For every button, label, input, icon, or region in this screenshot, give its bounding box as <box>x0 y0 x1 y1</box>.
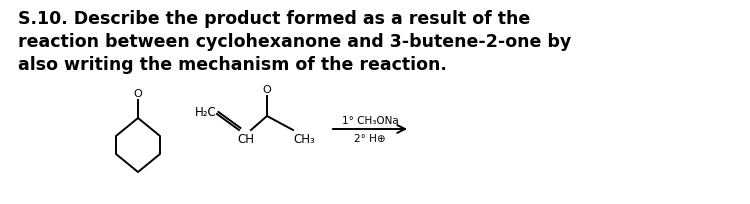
Text: O: O <box>134 89 142 99</box>
Text: H₂C: H₂C <box>195 105 217 118</box>
Text: reaction between cyclohexanone and 3-butene-2-one by: reaction between cyclohexanone and 3-but… <box>18 33 572 51</box>
Text: 2° H⊕: 2° H⊕ <box>354 133 386 143</box>
Text: 1° CH₃ONa: 1° CH₃ONa <box>341 115 398 125</box>
Text: O: O <box>262 85 272 94</box>
Text: S.10. Describe the product formed as a result of the: S.10. Describe the product formed as a r… <box>18 10 530 28</box>
Text: CH₃: CH₃ <box>293 132 315 145</box>
Text: also writing the mechanism of the reaction.: also writing the mechanism of the reacti… <box>18 56 447 74</box>
Text: CH: CH <box>237 132 254 145</box>
